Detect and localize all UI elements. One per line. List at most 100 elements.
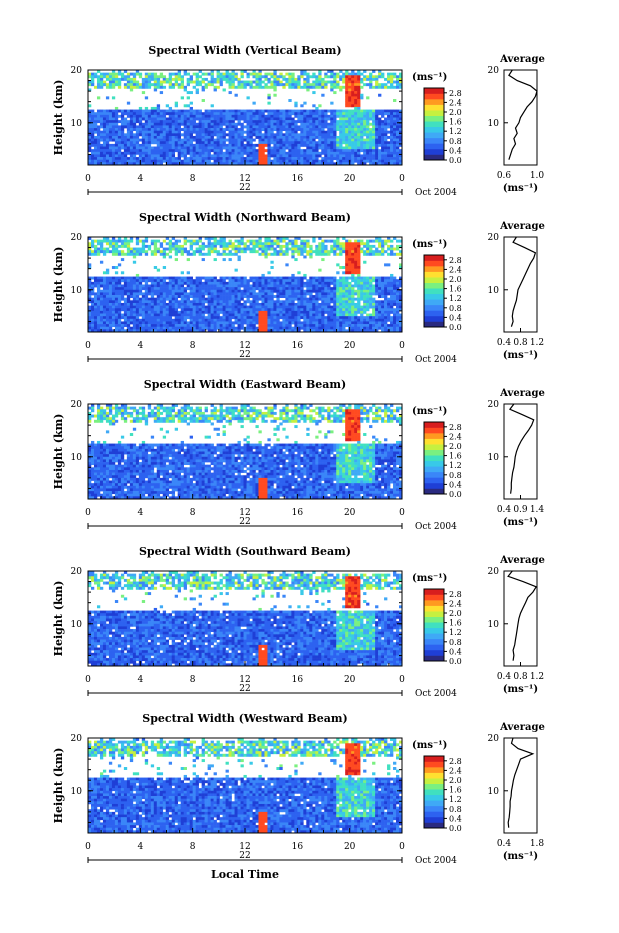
heatmap-cell <box>145 131 148 134</box>
heatmap-cell <box>333 133 336 136</box>
heatmap-cell <box>160 147 163 150</box>
heatmap-cell <box>390 120 393 123</box>
heatmap-cell <box>255 308 258 311</box>
heatmap-cell <box>211 308 214 311</box>
heatmap-cell <box>169 300 172 303</box>
heatmap-cell <box>208 290 211 293</box>
heatmap-cell <box>330 141 333 144</box>
heatmap-cell <box>324 253 327 256</box>
heatmap-cell <box>100 306 103 309</box>
heatmap-cell <box>232 110 235 113</box>
heatmap-cell <box>285 316 288 319</box>
heatmap-cell <box>175 102 178 105</box>
heatmap-cell <box>384 128 387 131</box>
heatmap-cell <box>378 152 381 155</box>
heatmap-cell <box>133 83 136 86</box>
heatmap-cell <box>235 314 238 317</box>
heatmap-cell <box>244 110 247 113</box>
heatmap-cell <box>235 144 238 147</box>
heatmap-cell <box>354 314 357 317</box>
heatmap-cell <box>229 258 232 261</box>
heatmap-cell <box>360 112 363 115</box>
heatmap-cell <box>363 125 366 128</box>
heatmap-cell <box>315 149 318 152</box>
heatmap-cell <box>139 248 142 251</box>
heatmap-cell <box>270 311 273 314</box>
heatmap-cell <box>109 115 112 118</box>
heatmap-cell <box>315 133 318 136</box>
heatmap-cell <box>303 125 306 128</box>
heatmap-cell <box>142 131 145 134</box>
heatmap-cell <box>267 245 270 248</box>
heatmap-cell <box>276 139 279 142</box>
heatmap-cell <box>324 144 327 147</box>
profile-x-tick-label: 1.0 <box>530 171 545 181</box>
heatmap-cell <box>187 303 190 306</box>
heatmap-cell <box>324 160 327 163</box>
heatmap-cell <box>145 96 148 99</box>
heatmap-cell <box>348 96 351 99</box>
heatmap-cell <box>252 154 255 157</box>
heatmap-cell <box>205 277 208 280</box>
heatmap-cell <box>139 147 142 150</box>
heatmap-cell <box>136 133 139 136</box>
heatmap-cell <box>249 300 252 303</box>
heatmap-cell <box>369 123 372 126</box>
heatmap-cell <box>193 306 196 309</box>
heatmap-cell <box>115 154 118 157</box>
heatmap-cell <box>136 136 139 139</box>
heatmap-cell <box>244 308 247 311</box>
heatmap-cell <box>103 308 106 311</box>
heatmap-cell <box>375 303 378 306</box>
heatmap-cell <box>190 123 193 126</box>
heatmap-cell <box>187 300 190 303</box>
heatmap-cell <box>294 128 297 131</box>
heatmap-cell <box>235 154 238 157</box>
heatmap-cell <box>342 287 345 290</box>
heatmap-cell <box>172 73 175 76</box>
heatmap-cell <box>181 271 184 274</box>
heatmap-cell <box>384 131 387 134</box>
heatmap-cell <box>238 131 241 134</box>
heatmap-cell <box>175 292 178 295</box>
heatmap-cell <box>273 240 276 243</box>
heatmap-cell <box>309 110 312 113</box>
heatmap-cell <box>375 282 378 285</box>
heatmap-cell <box>94 248 97 251</box>
heatmap-cell <box>315 300 318 303</box>
heatmap-cell <box>354 157 357 160</box>
heatmap-cell <box>106 128 109 131</box>
heatmap-cell <box>142 157 145 160</box>
heatmap-cell <box>396 279 399 282</box>
heatmap-cell <box>103 112 106 115</box>
heatmap-cell <box>351 152 354 155</box>
heatmap-cell <box>181 316 184 319</box>
heatmap-cell <box>342 147 345 150</box>
heatmap-cell <box>109 133 112 136</box>
heatmap-cell <box>136 287 139 290</box>
heatmap-cell <box>208 242 211 245</box>
heatmap-cell <box>235 110 238 113</box>
heatmap-cell <box>133 86 136 89</box>
heatmap-cell <box>103 298 106 301</box>
heatmap-cell <box>288 240 291 243</box>
heatmap-cell <box>324 136 327 139</box>
heatmap-cell <box>157 136 160 139</box>
heatmap-cell <box>136 298 139 301</box>
heatmap-cell <box>184 147 187 150</box>
heatmap-cell <box>145 136 148 139</box>
heatmap-cell <box>339 133 342 136</box>
heatmap-cell <box>169 133 172 136</box>
heatmap-cell <box>393 314 396 317</box>
heatmap-cell <box>297 75 300 78</box>
heatmap-cell <box>333 282 336 285</box>
heatmap-cell <box>261 136 264 139</box>
heatmap-cell <box>396 292 399 295</box>
heatmap-cell <box>291 308 294 311</box>
heatmap-cell <box>327 110 330 113</box>
heatmap-cell <box>208 287 211 290</box>
heatmap-cell <box>249 139 252 142</box>
heatmap-cell <box>124 147 127 150</box>
heatmap-cell <box>363 300 366 303</box>
heatmap-cell <box>276 118 279 121</box>
